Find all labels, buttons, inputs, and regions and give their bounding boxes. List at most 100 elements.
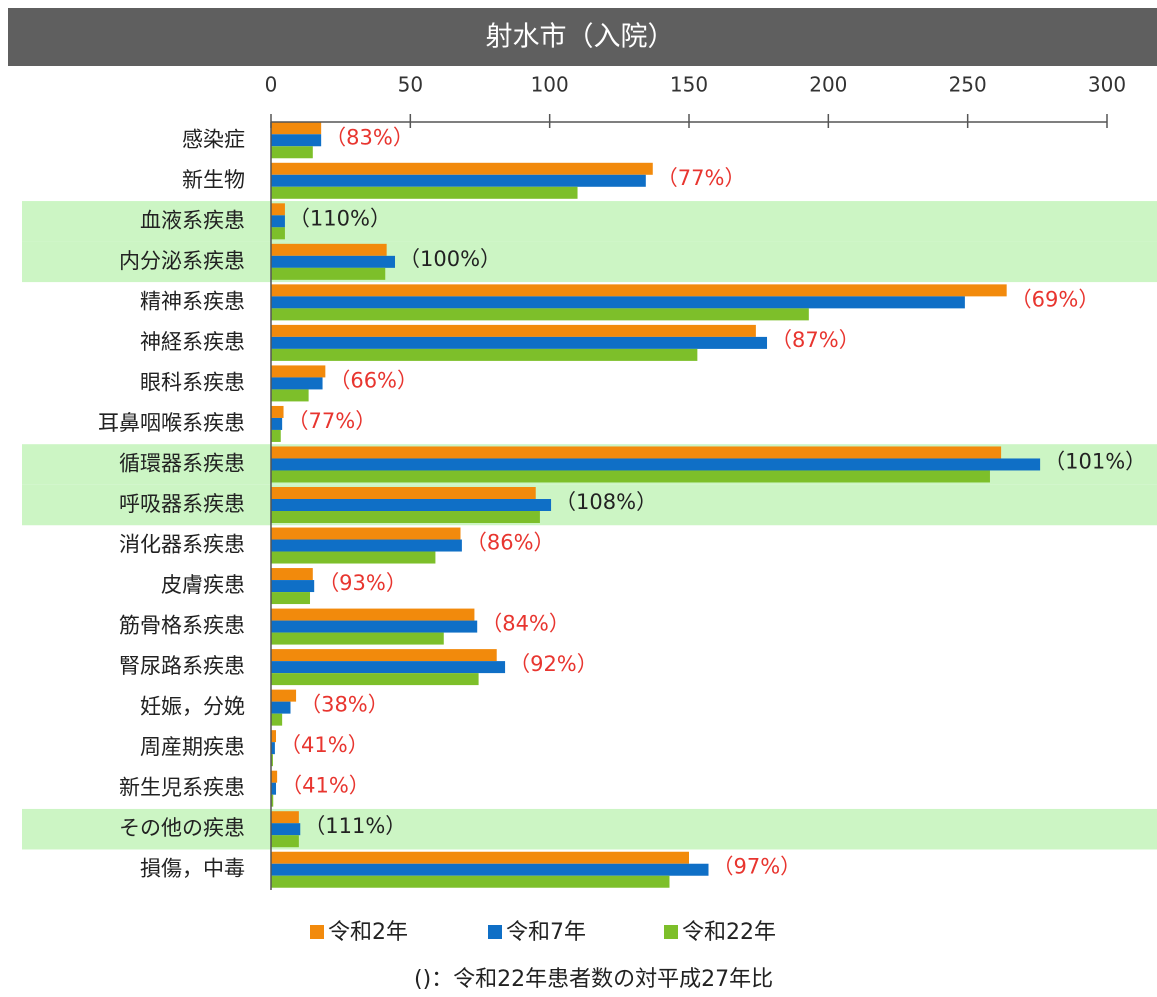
bar — [271, 770, 278, 783]
ratio-label: （86%） — [466, 531, 555, 555]
bar — [271, 324, 756, 337]
title-banner — [8, 8, 1157, 66]
bar — [271, 499, 552, 511]
y-tick-label: 精神系疾患 — [140, 289, 245, 313]
y-tick-label: 血液系疾患 — [140, 208, 245, 232]
bar — [271, 689, 297, 702]
ratio-label: （110%） — [289, 206, 391, 230]
bar — [271, 446, 1002, 459]
bar — [271, 875, 670, 888]
y-tick-label: 耳鼻咽喉系疾患 — [98, 411, 245, 435]
bar — [271, 568, 313, 581]
bar — [271, 811, 299, 824]
x-tick-label: 300 — [1088, 73, 1126, 97]
y-tick-label: 感染症 — [182, 127, 245, 151]
ratio-label: （108%） — [555, 490, 657, 514]
y-tick-label: 腎尿路系疾患 — [119, 654, 245, 678]
bar — [271, 122, 322, 135]
bar — [271, 620, 478, 633]
bar — [271, 487, 536, 499]
bar — [271, 243, 387, 256]
y-tick-label: 損傷，中毒 — [140, 857, 245, 881]
bar — [271, 713, 283, 726]
bar — [271, 308, 809, 321]
x-tick-label: 0 — [265, 73, 278, 97]
bar — [271, 458, 1041, 471]
bar — [271, 429, 281, 442]
bar — [271, 284, 1007, 297]
y-tick-label: 神経系疾患 — [140, 330, 245, 354]
bar — [271, 835, 299, 848]
ratio-label: （97%） — [713, 855, 802, 879]
bar — [271, 511, 540, 523]
y-tick-label: 内分泌系疾患 — [119, 249, 245, 273]
bar — [271, 186, 578, 199]
legend-swatch — [310, 925, 324, 939]
ratio-label: （111%） — [304, 814, 406, 838]
bar — [271, 539, 462, 552]
bar — [271, 580, 315, 593]
ratio-label: （69%） — [1011, 287, 1100, 311]
bar — [271, 377, 323, 390]
y-tick-label: 消化器系疾患 — [119, 533, 245, 557]
legend-swatch — [488, 925, 502, 939]
bar — [271, 336, 768, 349]
bar — [271, 632, 444, 645]
bar — [271, 134, 322, 147]
y-tick-label: 筋骨格系疾患 — [119, 614, 245, 638]
bar — [271, 146, 313, 159]
bar — [271, 365, 326, 378]
ratio-label: （87%） — [771, 328, 860, 352]
x-tick-label: 100 — [531, 73, 569, 97]
bar — [271, 823, 301, 836]
x-tick-label: 150 — [670, 73, 708, 97]
y-tick-label: 循環器系疾患 — [119, 451, 245, 475]
bar — [271, 527, 461, 540]
ratio-label: （77%） — [288, 409, 377, 433]
chart-title: 射水市（入院） — [486, 22, 675, 53]
ratio-label: （100%） — [399, 247, 501, 271]
bar — [271, 296, 965, 309]
bar — [271, 551, 436, 564]
row-highlight — [22, 241, 1157, 283]
legend-label: 令和2年 — [328, 920, 408, 945]
legend-label: 令和7年 — [506, 920, 586, 945]
bar — [271, 174, 646, 187]
bar — [271, 348, 698, 361]
y-tick-label: 妊娠，分娩 — [140, 695, 245, 719]
bar — [271, 754, 273, 767]
bar — [271, 794, 274, 807]
bar — [271, 742, 275, 755]
y-tick-label: 新生児系疾患 — [119, 776, 245, 800]
row-highlight — [22, 808, 1157, 850]
ratio-label: （77%） — [657, 166, 746, 190]
y-tick-label: 皮膚疾患 — [161, 573, 245, 597]
bar — [271, 661, 506, 674]
ratio-label: （66%） — [329, 368, 418, 392]
bar — [271, 851, 689, 864]
bar — [271, 470, 990, 483]
bar — [271, 203, 285, 216]
row-highlight — [22, 201, 1157, 242]
x-tick-label: 50 — [398, 73, 423, 97]
ratio-label: （83%） — [325, 125, 414, 149]
ratio-label: （84%） — [481, 612, 570, 636]
row-highlight — [22, 484, 1157, 526]
bar — [271, 255, 396, 268]
y-tick-label: 呼吸器系疾患 — [119, 492, 245, 516]
bar — [271, 227, 285, 240]
bar — [271, 417, 283, 430]
ratio-label: （41%） — [280, 733, 369, 757]
bar — [271, 608, 475, 621]
x-tick-label: 250 — [949, 73, 987, 97]
bar — [271, 389, 309, 402]
bar — [271, 215, 285, 228]
ratio-label: （92%） — [509, 652, 598, 676]
bar — [271, 863, 709, 876]
bar — [271, 730, 277, 743]
bar — [271, 267, 386, 280]
bar — [271, 701, 291, 714]
ratio-label: （38%） — [300, 693, 389, 717]
legend-label: 令和22年 — [682, 920, 776, 945]
